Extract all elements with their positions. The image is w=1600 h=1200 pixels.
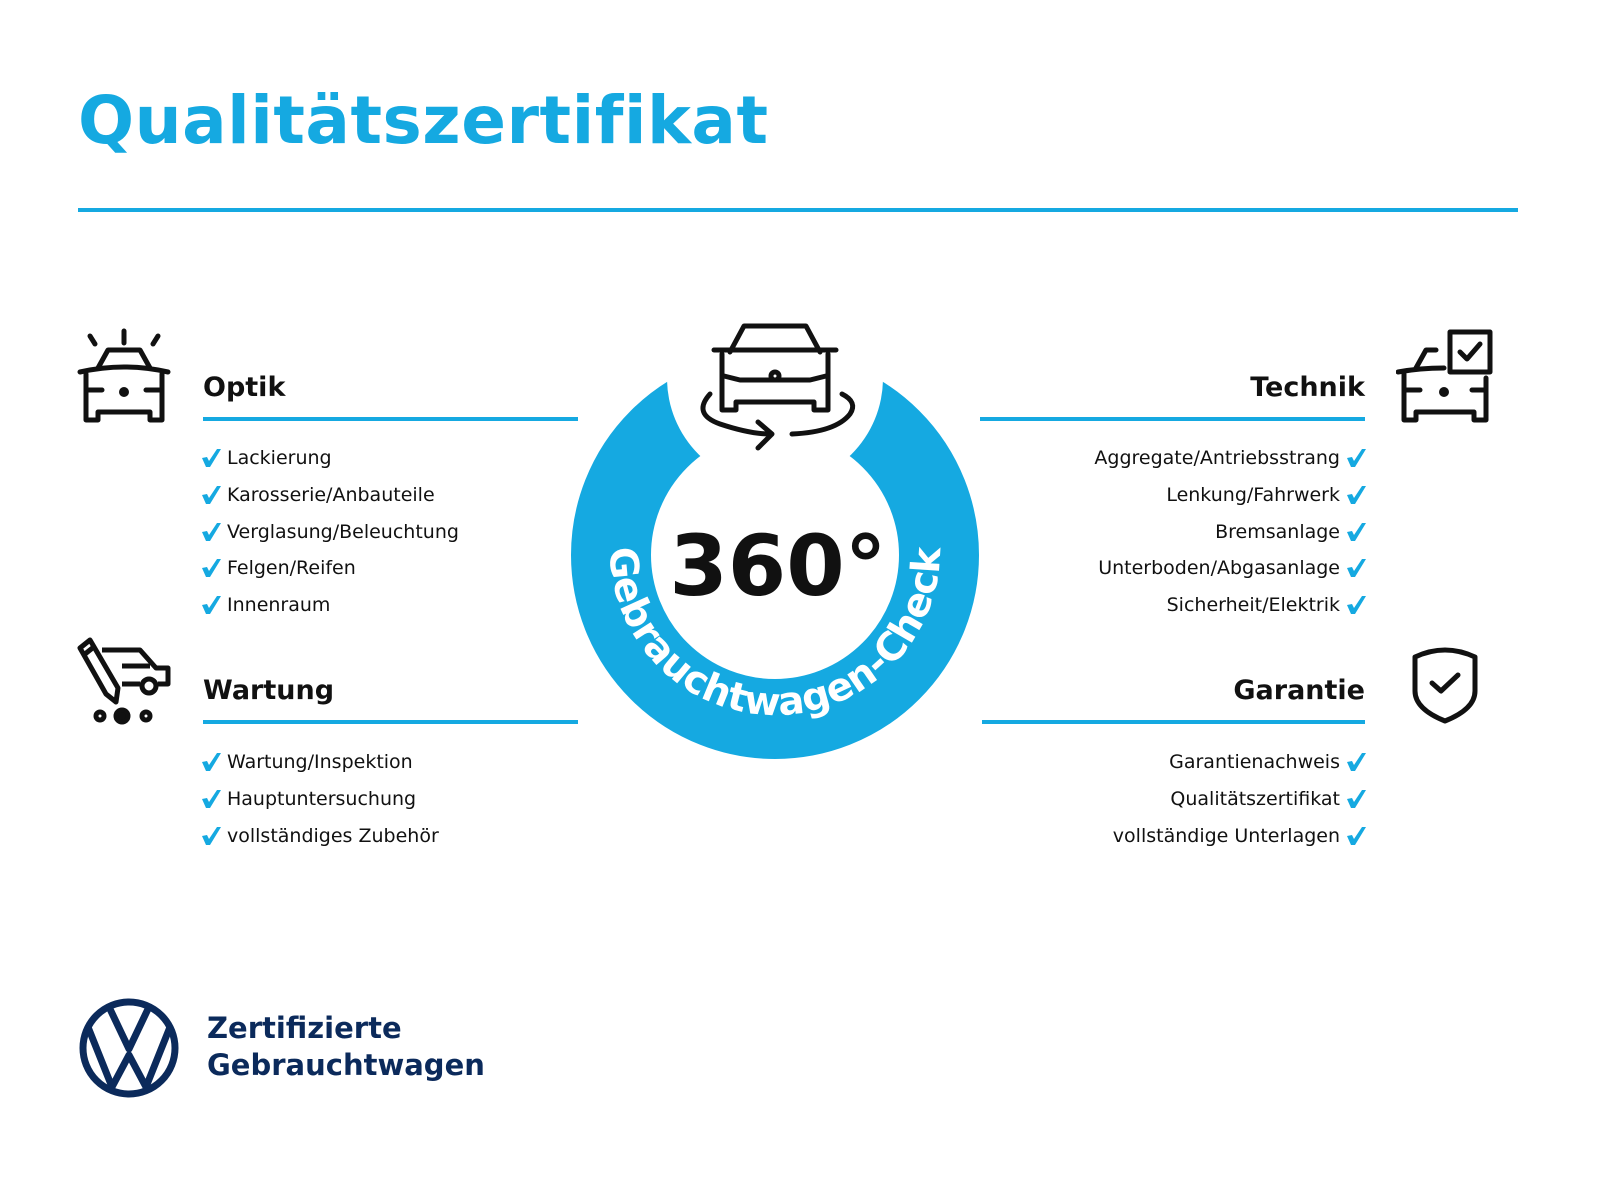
shield-check-icon [1412,647,1478,724]
technik-list: Aggregate/Antriebsstrang Lenkung/Fahrwer… [1094,440,1366,623]
wartung-list: Wartung/Inspektion Hauptuntersuchung vol… [201,744,439,854]
section-heading-wartung: Wartung [203,675,335,706]
list-item: Innenraum [201,587,459,624]
van-pencil-icon [77,637,171,725]
check-icon [201,485,221,505]
check-icon [201,826,221,846]
wartung-divider [203,720,578,724]
car-lights-icon [77,328,171,423]
check-icon [201,558,221,578]
section-heading-technik: Technik [1250,372,1365,403]
check-icon [1346,752,1366,772]
garantie-divider [982,720,1365,724]
car-checkbox-icon [1396,329,1493,423]
list-item: vollständige Unterlagen [1113,817,1366,854]
list-item: Hauptuntersuchung [201,781,439,818]
list-item: Felgen/Reifen [201,550,459,587]
check-icon [1346,826,1366,846]
check-icon [1346,448,1366,468]
check-icon [201,448,221,468]
title-divider [78,208,1518,212]
list-item: vollständiges Zubehör [201,817,439,854]
list-item: Verglasung/Beleuchtung [201,513,459,550]
check-icon [201,752,221,772]
check-icon [1346,485,1366,505]
list-item: Bremsanlage [1094,513,1366,550]
brand-text: Zertifizierte Gebrauchtwagen [207,1010,485,1084]
garantie-list: Garantienachweis Qualitätszertifikat vol… [1113,744,1366,854]
check-icon [1346,558,1366,578]
check-icon [1346,595,1366,615]
list-item: Wartung/Inspektion [201,744,439,781]
check-icon [201,789,221,809]
check-icon [201,595,221,615]
section-heading-garantie: Garantie [1233,675,1365,706]
page-title: Qualitätszertifikat [78,82,769,159]
brand-line-2: Gebrauchtwagen [207,1048,485,1082]
section-heading-optik: Optik [203,372,286,403]
list-item: Qualitätszertifikat [1113,781,1366,818]
list-item: Sicherheit/Elektrik [1094,587,1366,624]
check-icon [201,522,221,542]
optik-divider [203,417,578,421]
vw-logo [79,998,179,1098]
seal-number: 360° [669,517,886,615]
list-item: Aggregate/Antriebsstrang [1094,440,1366,477]
list-item: Lenkung/Fahrwerk [1094,477,1366,514]
check-icon [1346,522,1366,542]
technik-divider [980,417,1365,421]
list-item: Lackierung [201,440,459,477]
list-item: Unterboden/Abgasanlage [1094,550,1366,587]
360-check-seal: 360° Gebrauchtwagen-Check [571,310,979,759]
list-item: Karosserie/Anbauteile [201,477,459,514]
brand-line-1: Zertifizierte [207,1011,402,1045]
check-icon [1346,789,1366,809]
list-item: Garantienachweis [1113,744,1366,781]
car-rotate-icon [700,323,856,451]
optik-list: Lackierung Karosserie/Anbauteile Verglas… [201,440,459,623]
